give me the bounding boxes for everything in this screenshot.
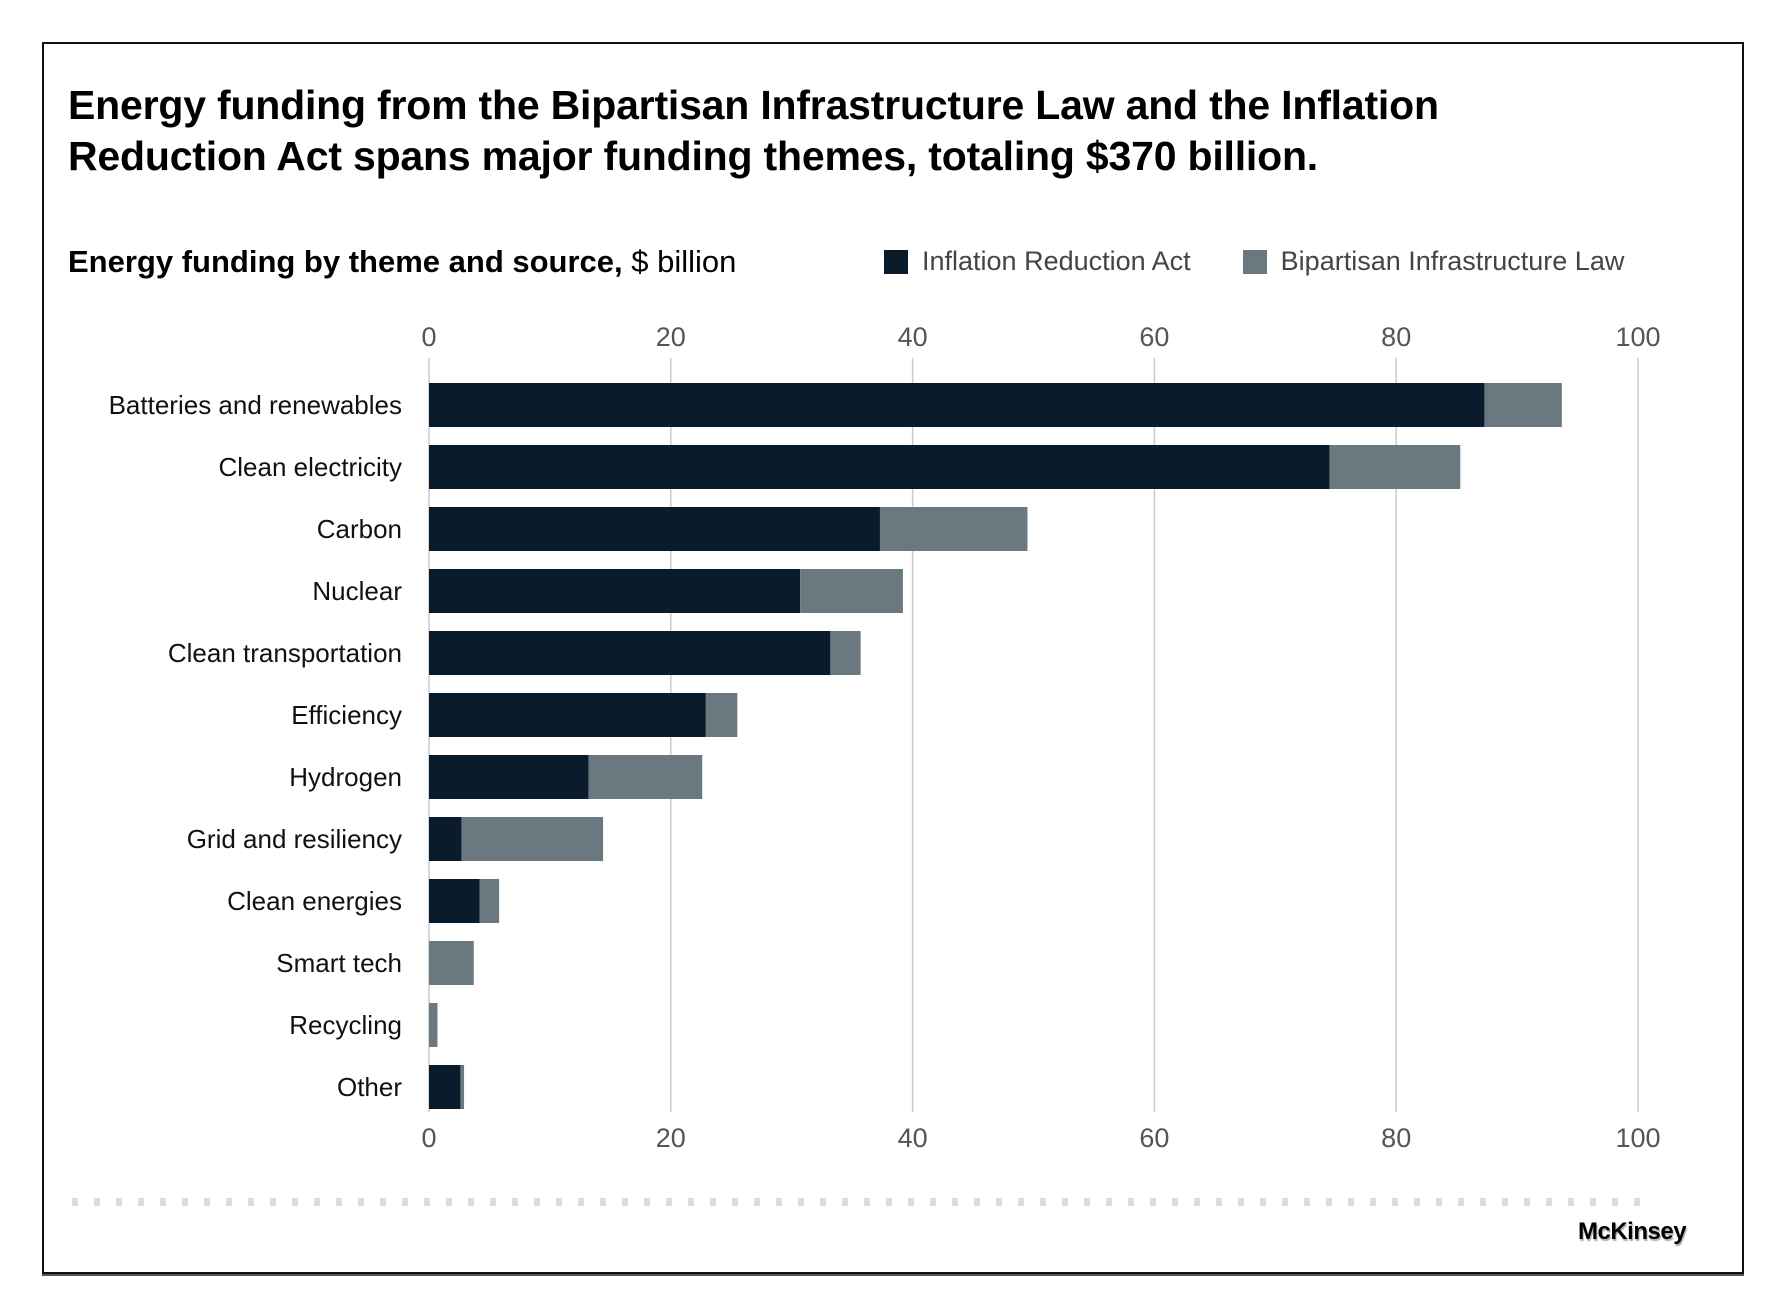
bar-bil (1329, 445, 1461, 489)
category-label: Efficiency (291, 700, 402, 730)
bar-ira (429, 693, 706, 737)
bar-bil (479, 879, 500, 923)
bar-bil (705, 693, 738, 737)
bar-ira (429, 817, 462, 861)
bar-ira (429, 631, 831, 675)
bar-bil (800, 569, 903, 613)
x-tick-label-top: 20 (656, 322, 686, 352)
legend: Inflation Reduction Act Bipartisan Infra… (884, 246, 1624, 277)
x-tick-label-top: 60 (1139, 322, 1169, 352)
bar-ira (429, 1065, 461, 1109)
category-label: Grid and resiliency (187, 824, 402, 854)
footnote-clipped (72, 1198, 1652, 1206)
x-tick-label-bottom: 20 (656, 1123, 686, 1153)
x-tick-label-top: 40 (898, 322, 928, 352)
subtitle-main: Energy funding by theme and source, (68, 244, 623, 279)
bar-bil (460, 1065, 465, 1109)
x-tick-label-bottom: 40 (898, 1123, 928, 1153)
bar-bil (429, 941, 474, 985)
x-tick-label-bottom: 80 (1381, 1123, 1411, 1153)
x-tick-label-top: 0 (421, 322, 436, 352)
bar-ira (429, 569, 801, 613)
legend-label-bil: Bipartisan Infrastructure Law (1280, 246, 1625, 276)
chart-title: Energy funding from the Bipartisan Infra… (68, 82, 1439, 179)
bar-bil (429, 1003, 438, 1047)
legend-item-bil: Bipartisan Infrastructure Law (1242, 246, 1625, 277)
category-label: Smart tech (276, 948, 402, 978)
category-label: Nuclear (312, 576, 402, 606)
legend-swatch-ira (884, 249, 908, 274)
category-label: Carbon (317, 514, 402, 544)
x-tick-label-bottom: 60 (1139, 1123, 1169, 1153)
bar-bil (588, 755, 703, 799)
category-label: Batteries and renewables (109, 390, 402, 420)
legend-item-ira: Inflation Reduction Act (884, 246, 1191, 277)
category-label: Hydrogen (289, 762, 402, 792)
x-tick-label-top: 100 (1615, 322, 1660, 352)
x-tick-label-bottom: 100 (1615, 1123, 1660, 1153)
bar-bil (1484, 383, 1562, 427)
bar-ira (429, 445, 1330, 489)
legend-label-ira: Inflation Reduction Act (922, 246, 1191, 276)
category-label: Recycling (289, 1010, 402, 1040)
subtitle-unit: $ billion (631, 244, 737, 279)
bar-ira (429, 755, 589, 799)
mckinsey-logo: McKinsey (1578, 1218, 1687, 1245)
bar-ira (429, 507, 880, 551)
bar-ira (429, 383, 1485, 427)
category-label: Clean energies (227, 886, 402, 916)
category-label: Other (337, 1072, 402, 1102)
chart-frame (42, 42, 1744, 1274)
bar-bil (830, 631, 861, 675)
category-label: Clean electricity (218, 452, 402, 482)
bar-bil (879, 507, 1028, 551)
bar-ira (429, 879, 480, 923)
x-tick-label-bottom: 0 (421, 1123, 436, 1153)
category-label: Clean transportation (168, 638, 402, 668)
chart-subtitle: Energy funding by theme and source, $ bi… (68, 244, 736, 280)
legend-swatch-bil (1242, 249, 1267, 274)
x-tick-label-top: 80 (1381, 322, 1411, 352)
bar-bil (461, 817, 604, 861)
